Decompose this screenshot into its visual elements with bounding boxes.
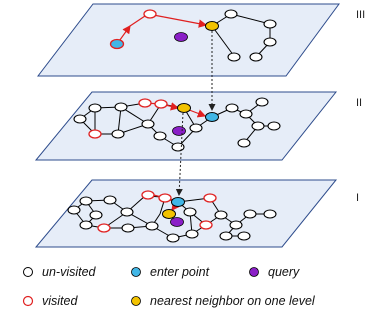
query-marker-icon [249, 267, 259, 277]
unvisited-node [171, 142, 185, 152]
unvisited-node [145, 221, 159, 231]
legend-visited: visited [22, 294, 77, 308]
nearest-neighbor-marker-icon [131, 296, 141, 306]
nearest-neighbor-node [162, 209, 176, 219]
query-node [174, 32, 188, 42]
unvisited-marker-icon [23, 267, 33, 277]
unvisited-node [243, 209, 257, 219]
unvisited-node [79, 196, 93, 206]
unvisited-node [237, 138, 251, 148]
enter-point-node [205, 112, 219, 122]
unvisited-node [183, 207, 197, 217]
inter-level-links [175, 31, 216, 196]
unvisited-node [88, 103, 102, 113]
level-3-label: III [356, 9, 365, 21]
visited-node [143, 9, 157, 19]
level-1-label: I [356, 192, 359, 204]
legend-unvisited: un-visited [22, 265, 96, 279]
visited-node [141, 190, 155, 200]
visited-node [203, 193, 217, 203]
unvisited-node [263, 209, 277, 219]
unvisited-node [153, 131, 167, 141]
visited-node [154, 99, 168, 109]
legend-unvisited-label: un-visited [42, 265, 96, 279]
unvisited-node [267, 121, 281, 131]
legend-query-label: query [268, 265, 300, 279]
unvisited-node [263, 19, 277, 29]
unvisited-node [263, 37, 277, 47]
legend-nearest-neighbor: nearest neighbor on one level [130, 294, 315, 308]
unvisited-node [141, 119, 155, 129]
level-2-label: II [356, 97, 362, 109]
legend-nearest-neighbor-label: nearest neighbor on one level [150, 294, 315, 308]
level-1-layer: I [34, 179, 359, 248]
visited-node [138, 98, 152, 108]
query-node [172, 126, 186, 136]
level-2-plane [34, 91, 338, 161]
unvisited-node [237, 231, 251, 241]
enter-point-node [171, 197, 185, 207]
unvisited-node [239, 109, 253, 119]
unvisited-node [225, 103, 239, 113]
unvisited-node [185, 229, 199, 239]
query-node [170, 217, 184, 227]
unvisited-node [120, 207, 134, 217]
visited-node [97, 223, 111, 233]
unvisited-node [214, 210, 228, 220]
unvisited-node [251, 121, 265, 131]
level-3-plane [36, 3, 340, 77]
unvisited-node [229, 220, 243, 230]
unvisited-node [219, 231, 233, 241]
enter-point-marker-icon [131, 267, 141, 277]
enter-point-node [109, 38, 125, 50]
visited-marker-icon [22, 295, 34, 307]
unvisited-node [73, 114, 87, 124]
unvisited-node [249, 52, 263, 62]
visited-node [158, 193, 172, 203]
nearest-neighbor-node [177, 103, 191, 113]
unvisited-node [224, 9, 238, 19]
unvisited-node [103, 195, 117, 205]
hnsw-diagram: III [34, 3, 365, 248]
unvisited-node [114, 102, 128, 112]
unvisited-node [67, 205, 81, 215]
legend: un-visited enter point query visited nea… [0, 258, 369, 320]
drop-link-2-to-1 [175, 112, 184, 196]
legend-visited-label: visited [42, 294, 78, 308]
unvisited-node [89, 210, 103, 220]
level-3-nodes [109, 9, 277, 62]
level-1-nodes [67, 190, 277, 243]
visited-node [88, 129, 102, 139]
unvisited-node [121, 223, 135, 233]
unvisited-node [111, 129, 125, 139]
unvisited-node [255, 97, 269, 107]
unvisited-node [189, 123, 203, 133]
legend-query: query [248, 265, 299, 279]
level-3-layer: III [36, 3, 365, 77]
nearest-neighbor-node [205, 21, 219, 31]
unvisited-node [79, 220, 93, 230]
level-2-nodes [73, 97, 281, 152]
unvisited-node [166, 233, 180, 243]
legend-enter-point-label: enter point [150, 265, 210, 279]
level-2-layer: II [34, 91, 362, 161]
visited-node [199, 220, 213, 230]
unvisited-node [227, 52, 241, 62]
legend-enter-point: enter point [130, 265, 209, 279]
